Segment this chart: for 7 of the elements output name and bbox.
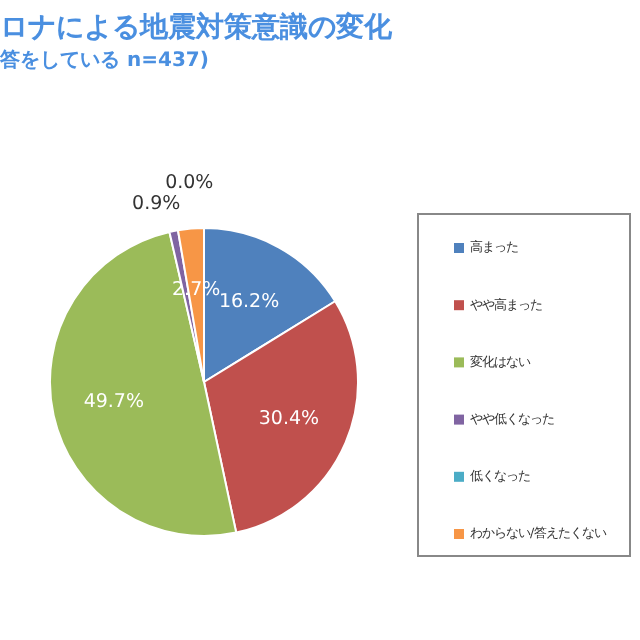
chart-subtitle: 答をしている n=437) (0, 48, 209, 72)
data-label: 49.7% (83, 391, 144, 414)
data-label: 30.4% (258, 407, 320, 430)
chart-title: ロナによる地震対策意識の変化 (0, 10, 394, 44)
data-label: 16.2% (218, 290, 280, 313)
text: 0.0% (165, 171, 214, 194)
data-label: 0.9% (132, 192, 181, 215)
